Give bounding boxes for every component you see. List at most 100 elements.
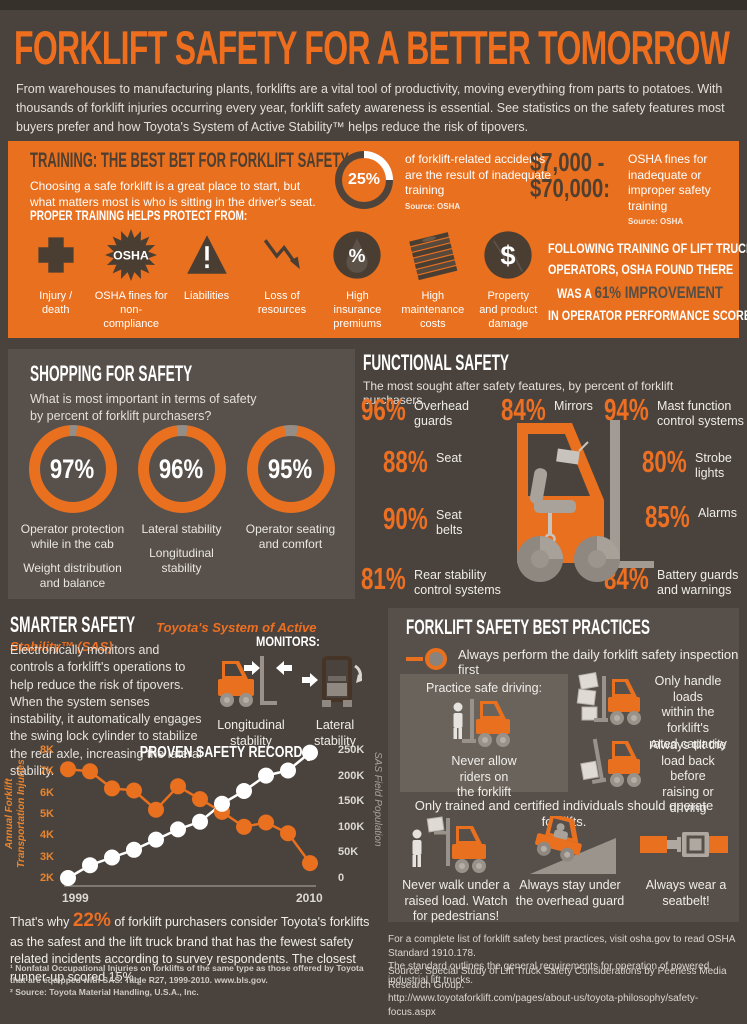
chart-tick-label: 2K [39, 871, 54, 884]
overhead-guard-text: Always stay under the overhead guard [515, 878, 625, 908]
hazard-injury: Injury / death [18, 225, 93, 331]
safety-record-chart [60, 744, 318, 887]
result-line1: FOLLOWING TRAINING OF LIFT TRUCK [548, 241, 747, 256]
longitudinal-stability-icon [210, 652, 294, 719]
chart-tick-label: 100K [338, 820, 365, 833]
stat-mirrors: 84% Mirrors [501, 392, 593, 427]
donut-ring: 97% [28, 425, 117, 513]
forklift-illustration-icon [462, 418, 657, 593]
stat-value: 84% [501, 392, 546, 427]
chart-tick-label: 0 [338, 871, 345, 884]
training-title: TRAINING: THE BEST BET FOR FORKLIFT SAFE… [30, 149, 349, 172]
no-riders-forklift-icon [400, 697, 568, 754]
best-practices-panel: FORKLIFT SAFETY BEST PRACTICES Always pe… [388, 608, 739, 923]
donut-ring: 95% [246, 425, 335, 513]
chart-right-ticks: 250K 200K 150K 100K 50K 0 [338, 744, 374, 884]
magnifier-icon [406, 646, 450, 677]
chart-x-label-start: 1999 [62, 891, 89, 905]
conclusion-pct: 22% [72, 910, 111, 931]
stat-label: Overhead guards [414, 399, 469, 428]
shopping-donut-97: 97% Operator protection while in the cab… [19, 425, 127, 591]
stat-rear-stability: 81% Rear stability control systems [361, 561, 501, 598]
loss-arrow-icon [261, 225, 303, 285]
smarter-sas-subtitle: Toyota's System of Active Stability™ (SA… [10, 620, 317, 654]
hazard-liabilities: Liabilities [169, 225, 244, 331]
chart-tick-label: 250K [338, 744, 365, 756]
stat-value: 81% [361, 561, 406, 596]
chart-tick-label: 8K [39, 744, 54, 756]
footnote-2: ² Source: Toyota Material Handling, U.S.… [10, 986, 199, 997]
conclusion-text: That's why 22% of forklift purchasers co… [10, 908, 376, 987]
stat-seat-belts: 90% Seat belts [383, 503, 462, 538]
training-panel: TRAINING: THE BEST BET FOR FORKLIFT SAFE… [8, 141, 747, 338]
safe-driving-heading: Practice safe driving: [425, 681, 543, 695]
stat-value: 85% [645, 499, 690, 534]
safe-driving-box: Practice safe driving: Never allow rider… [400, 674, 568, 799]
monitor1-label: Longitudinal stability [217, 718, 285, 748]
chart-tick-label: 5K [39, 807, 54, 820]
never-walk-icon [406, 816, 498, 883]
training-donut: 25% [335, 151, 393, 209]
hazard-label: Property and product damage [479, 290, 538, 330]
rated-capacity-text: Only handle loads within the forklift's … [649, 674, 727, 751]
seatbelt-text: Always wear a seatbelt! [645, 878, 727, 908]
result-line4: IN OPERATOR PERFORMANCE SCORES [548, 308, 747, 324]
stat-value: 80% [642, 444, 687, 479]
chart-tick-label: 150K [338, 795, 365, 808]
functional-subtitle: The most sought after safety features, b… [363, 379, 674, 407]
donut-value: 97% [50, 453, 95, 484]
donut-value: 95% [268, 453, 313, 484]
rated-capacity-icon [576, 670, 646, 735]
money-stack-icon [405, 225, 461, 285]
osha-badge-text: OSHA [113, 249, 149, 263]
training-result: FOLLOWING TRAINING OF LIFT TRUCK OPERATO… [548, 239, 747, 327]
shopping-title: SHOPPING FOR SAFETY [30, 361, 193, 386]
donut-value: 96% [159, 453, 204, 484]
chart-tick-label: 200K [338, 769, 365, 782]
best-practices-title: FORKLIFT SAFETY BEST PRACTICES [406, 616, 650, 639]
chart-tick-label: 4K [39, 829, 54, 842]
donut-label: Operator seating and comfort [245, 522, 336, 551]
footnote-1: ¹ Nonfatal Occupational Injuries on fork… [10, 963, 364, 985]
stat-value: 96% [361, 392, 406, 427]
smarter-title: SMARTER SAFETY [10, 612, 136, 637]
stat-label: Rear stability control systems [414, 568, 501, 597]
chart-x-label-end: 2010 [296, 891, 323, 905]
insurance-percent-icon: % [331, 225, 383, 285]
training-donut-text: of forklift-related accidents are the re… [405, 152, 552, 198]
stat-label: Seat [436, 451, 462, 465]
shopping-panel: SHOPPING FOR SAFETY What is most importa… [8, 349, 355, 599]
injury-cross-icon [34, 225, 78, 285]
shopping-donut-95: 95% Operator seating and comfort [237, 425, 345, 591]
stat-value: 94% [604, 392, 649, 427]
result-line3-prefix: WAS A [557, 285, 595, 301]
stat-alarms: 85% Alarms [645, 499, 737, 534]
donut-label: Operator protection while in the cab [20, 522, 125, 551]
chart-right-axis-title: SAS Field Population [372, 752, 383, 847]
hazard-label: High insurance premiums [333, 290, 382, 330]
page-title: FORKLIFT SAFETY FOR A BETTER TOMORROW [14, 21, 730, 74]
conclusion-p1: That's why [10, 915, 73, 929]
stat-mast-function: 94% Mast function control systems [604, 392, 744, 429]
fines-range-line2: $70,000: [530, 173, 611, 203]
fines-source: Source: OSHA [628, 217, 684, 227]
shopping-question: What is most important in terms of safet… [30, 392, 257, 423]
training-donut-source: Source: OSHA [405, 201, 461, 211]
hazard-property: $ Property and product damage [471, 225, 546, 331]
donut-label: Longitudinal stability [149, 546, 214, 575]
hazard-label: High maintenance costs [401, 290, 465, 330]
never-riders-text: Never allow riders on the forklift [451, 754, 517, 800]
monitor2-label: Lateral stability [314, 718, 356, 748]
chart-left-ticks: 8K 7K 6K 5K 4K 3K 2K [28, 744, 54, 884]
stat-overhead-guards: 96% Overhead guards [361, 392, 469, 429]
hazard-osha-fines: OSHA OSHA fines for non-compliance [93, 225, 168, 331]
hazard-label: OSHA fines for non-compliance [94, 290, 168, 330]
stat-label: Battery guards and warnings [657, 568, 739, 597]
chart-tick-label: 50K [338, 846, 359, 859]
overhead-guard-icon [520, 813, 620, 883]
donut-label: Weight distribution and balance [23, 561, 122, 590]
dollar-circle-icon: $ [482, 225, 534, 285]
smarter-body: Electronically monitors and controls a f… [10, 643, 202, 778]
fines-range-line1: $7,000 - [530, 147, 605, 177]
